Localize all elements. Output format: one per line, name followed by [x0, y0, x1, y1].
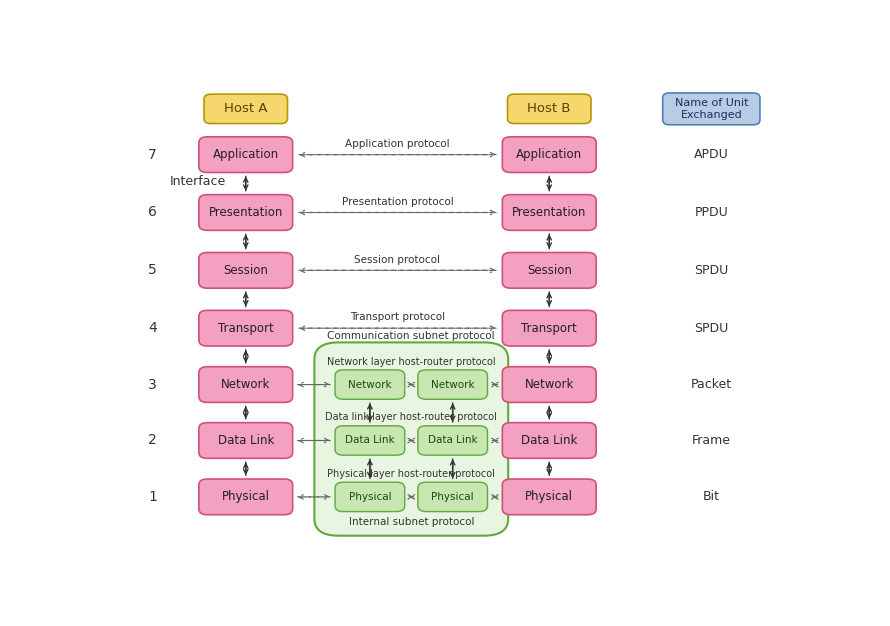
Text: Session: Session: [527, 264, 571, 277]
FancyBboxPatch shape: [335, 482, 405, 511]
Text: 7: 7: [149, 148, 157, 162]
Text: Transport protocol: Transport protocol: [350, 312, 445, 322]
FancyBboxPatch shape: [198, 252, 293, 288]
FancyBboxPatch shape: [198, 310, 293, 346]
FancyBboxPatch shape: [507, 94, 591, 123]
Text: Session: Session: [223, 264, 268, 277]
FancyBboxPatch shape: [204, 94, 287, 123]
Text: 4: 4: [149, 321, 157, 335]
Text: Data Link: Data Link: [428, 436, 478, 446]
Text: APDU: APDU: [694, 148, 729, 161]
FancyBboxPatch shape: [417, 370, 488, 399]
Text: PPDU: PPDU: [694, 206, 728, 219]
Text: Network: Network: [221, 378, 271, 391]
Text: Network: Network: [431, 379, 474, 389]
Text: Host A: Host A: [224, 103, 268, 115]
Text: Data link layer host-router protocol: Data link layer host-router protocol: [326, 413, 498, 423]
Text: Packet: Packet: [691, 378, 732, 391]
FancyBboxPatch shape: [198, 367, 293, 403]
Text: Session protocol: Session protocol: [354, 255, 441, 265]
Text: Name of Unit
Exchanged: Name of Unit Exchanged: [675, 98, 748, 120]
Text: 3: 3: [149, 377, 157, 392]
Text: Transport: Transport: [218, 322, 273, 335]
Text: Internal subnet protocol: Internal subnet protocol: [349, 518, 474, 528]
Text: Physical: Physical: [525, 490, 573, 503]
Text: Physical layer host-router protocol: Physical layer host-router protocol: [328, 469, 495, 479]
FancyBboxPatch shape: [417, 482, 488, 511]
Text: Bit: Bit: [703, 490, 720, 503]
FancyBboxPatch shape: [314, 342, 508, 536]
Text: SPDU: SPDU: [694, 322, 728, 335]
Text: Host B: Host B: [528, 103, 571, 115]
FancyBboxPatch shape: [502, 479, 596, 515]
Text: Application protocol: Application protocol: [345, 139, 449, 149]
Text: Application: Application: [516, 148, 582, 161]
FancyBboxPatch shape: [198, 423, 293, 458]
FancyBboxPatch shape: [198, 479, 293, 515]
FancyBboxPatch shape: [417, 426, 488, 455]
Text: Presentation: Presentation: [208, 206, 283, 219]
Text: Physical: Physical: [349, 492, 392, 502]
FancyBboxPatch shape: [502, 423, 596, 458]
Text: 1: 1: [149, 490, 157, 504]
FancyBboxPatch shape: [502, 195, 596, 230]
FancyBboxPatch shape: [335, 426, 405, 455]
FancyBboxPatch shape: [663, 93, 760, 125]
Text: Network layer host-router protocol: Network layer host-router protocol: [327, 356, 496, 366]
Text: Communication subnet protocol: Communication subnet protocol: [328, 331, 495, 341]
Text: Frame: Frame: [692, 434, 731, 447]
Text: SPDU: SPDU: [694, 264, 728, 277]
Text: Transport: Transport: [522, 322, 577, 335]
FancyBboxPatch shape: [502, 137, 596, 173]
Text: Data Link: Data Link: [217, 434, 274, 447]
Text: 5: 5: [149, 264, 157, 277]
FancyBboxPatch shape: [198, 137, 293, 173]
Text: 6: 6: [149, 205, 157, 220]
FancyBboxPatch shape: [335, 370, 405, 399]
Text: Presentation protocol: Presentation protocol: [342, 197, 453, 207]
FancyBboxPatch shape: [502, 367, 596, 403]
Text: Interface: Interface: [170, 175, 226, 188]
Text: Application: Application: [213, 148, 279, 161]
Text: Network: Network: [348, 379, 392, 389]
Text: Presentation: Presentation: [512, 206, 587, 219]
Text: Network: Network: [524, 378, 574, 391]
FancyBboxPatch shape: [198, 195, 293, 230]
FancyBboxPatch shape: [502, 252, 596, 288]
FancyBboxPatch shape: [502, 310, 596, 346]
Text: 2: 2: [149, 433, 157, 448]
Text: Data Link: Data Link: [345, 436, 395, 446]
Text: Physical: Physical: [222, 490, 270, 503]
Text: Data Link: Data Link: [521, 434, 578, 447]
Text: Physical: Physical: [432, 492, 474, 502]
